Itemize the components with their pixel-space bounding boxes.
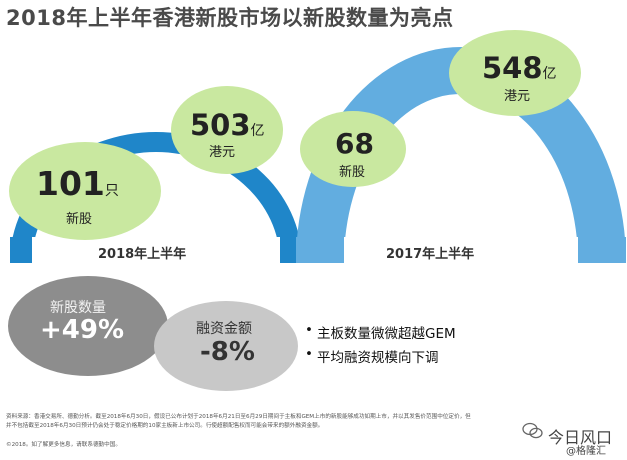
left-period-label: 2018年上半年: [98, 247, 187, 262]
page-title: 2018年上半年香港新股市场以新股数量为亮点: [6, 6, 454, 30]
left-funds: 503亿: [190, 108, 265, 142]
left-count-unit: 只: [104, 183, 119, 199]
funds-change-title: 融资金额: [196, 321, 252, 337]
right-period-label: 2017年上半年: [386, 247, 475, 262]
right-count-label: 新股: [339, 165, 366, 180]
funds-change-value: -8%: [200, 337, 255, 367]
right-funds-label: 港元: [504, 89, 531, 104]
left-count: 101只: [36, 164, 119, 203]
highlight-item: 主板数量微微超越GEM: [305, 322, 456, 342]
bubble-left-count: [9, 142, 161, 240]
circle-count-change: [8, 276, 168, 376]
wechat-icon: [522, 422, 543, 439]
bubble-left-funds: [171, 86, 283, 174]
copyright-note: ©2018。如了解更多信息，请联系德勤中国。: [6, 442, 121, 448]
right-band: [296, 237, 626, 263]
right-funds: 548亿: [482, 51, 557, 85]
highlights-list: 主板数量微微超越GEM 平均融资规模向下调: [305, 322, 456, 370]
circle-funds-change: [154, 301, 298, 391]
source-footnote: 资料来源：香港交易所、德勤分析。截至2018年6月30日，假设已公布计划于201…: [6, 414, 471, 429]
left-funds-unit: 亿: [250, 123, 265, 139]
left-band: [10, 237, 302, 263]
count-change-value: +49%: [40, 315, 125, 345]
bubble-right-count: [300, 111, 406, 187]
watermark-text: 今日风口: [548, 428, 613, 447]
right-count-value: 68: [335, 127, 374, 160]
left-funds-label: 港元: [209, 145, 236, 160]
watermark-sub: @格隆汇: [566, 446, 606, 457]
left-count-label: 新股: [66, 212, 93, 227]
right-funds-unit: 亿: [542, 66, 557, 82]
highlight-item: 平均融资规模向下调: [305, 346, 456, 366]
count-change-title: 新股数量: [50, 300, 106, 316]
right-funds-value: 548: [482, 51, 543, 85]
left-funds-value: 503: [190, 108, 251, 142]
bubble-right-funds: [449, 30, 581, 116]
left-count-value: 101: [36, 164, 105, 203]
